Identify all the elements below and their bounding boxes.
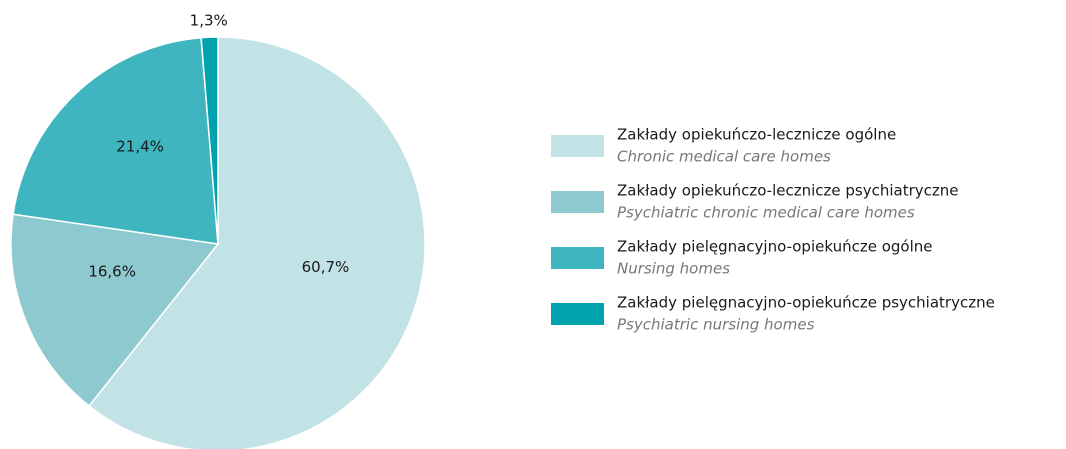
legend-label: Zakłady pielęgnacyjno-opiekuńcze ogólne bbox=[617, 238, 932, 256]
legend-swatch bbox=[551, 135, 604, 157]
pie-slice bbox=[12, 36, 219, 245]
pie-slice bbox=[10, 213, 220, 408]
pie-slice bbox=[88, 36, 426, 449]
pie-slice bbox=[200, 36, 219, 245]
legend-translation: Psychiatric nursing homes bbox=[617, 316, 815, 334]
legend-translation: Chronic medical care homes bbox=[617, 148, 831, 166]
legend-label: Zakłady pielęgnacyjno-opiekuńcze psychia… bbox=[617, 294, 995, 312]
legend-translation: Nursing homes bbox=[617, 260, 730, 278]
legend-label: Zakłady opiekuńczo-lecznicze ogólne bbox=[617, 126, 896, 144]
legend-swatch bbox=[551, 247, 604, 269]
data-label: 16,6% bbox=[88, 262, 136, 280]
legend-translation: Psychiatric chronic medical care homes bbox=[617, 204, 915, 222]
legend-swatch bbox=[551, 191, 604, 213]
data-label: 60,7% bbox=[302, 258, 350, 276]
data-label: 1,3% bbox=[190, 12, 228, 30]
data-label: 21,4% bbox=[116, 138, 164, 156]
legend-swatch bbox=[551, 303, 604, 325]
legend-label: Zakłady opiekuńczo-lecznicze psychiatryc… bbox=[617, 182, 959, 200]
